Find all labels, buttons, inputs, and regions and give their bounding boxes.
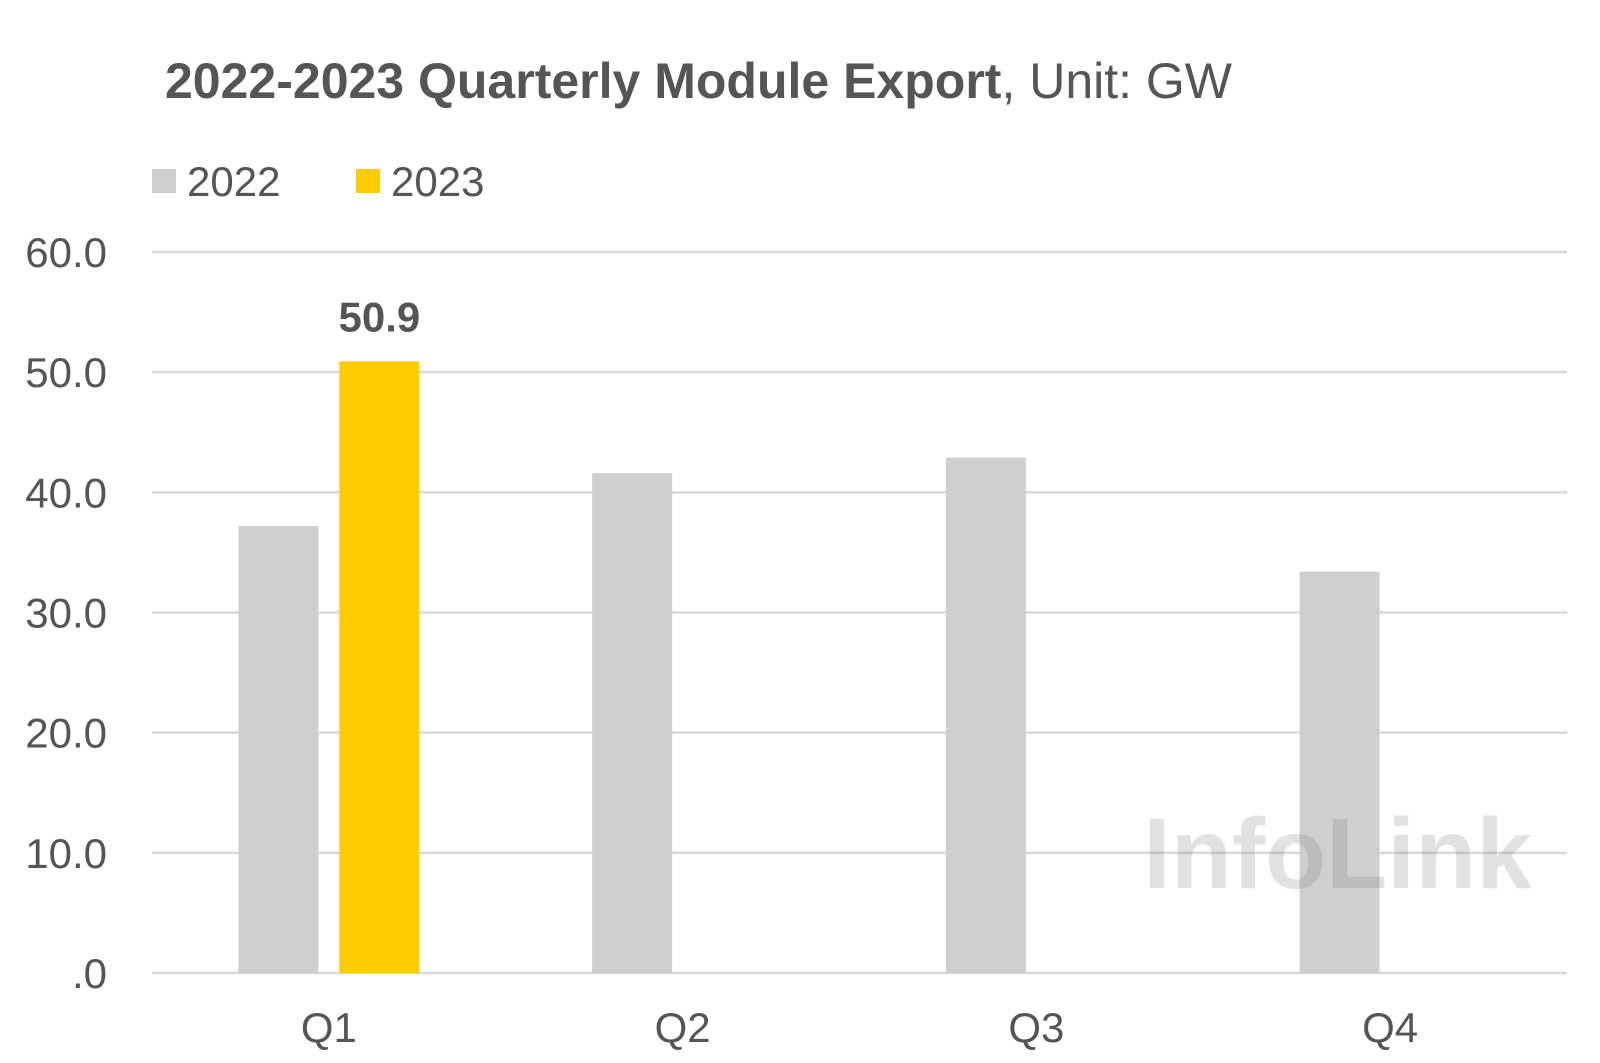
y-tick-label: 60.0 [25, 229, 107, 276]
y-tick-label: 40.0 [25, 469, 107, 516]
infolink-watermark: InfoLink [1143, 798, 1532, 910]
x-axis: Q1 Q2 Q3 Q4 [301, 1004, 1418, 1051]
data-labels: 50.9 [339, 293, 421, 340]
legend-label-2023: 2023 [391, 158, 484, 205]
bar-2023-q1 [339, 361, 420, 973]
legend: 2022 2023 [152, 158, 484, 205]
y-tick-label: .0 [72, 950, 107, 997]
chart-title: 2022-2023 Quarterly Module Export, Unit:… [165, 53, 1233, 109]
y-tick-label: 30.0 [25, 590, 107, 637]
legend-label-2022: 2022 [187, 158, 280, 205]
bars [238, 361, 1380, 973]
y-tick-label: 50.0 [25, 349, 107, 396]
legend-swatch-2023 [356, 169, 380, 193]
x-tick-label: Q1 [301, 1004, 357, 1051]
y-axis: .0 10.0 20.0 30.0 40.0 50.0 60.0 [25, 229, 107, 997]
bar-2022-q4 [1299, 571, 1380, 973]
x-tick-label: Q3 [1008, 1004, 1064, 1051]
legend-swatch-2022 [152, 169, 176, 193]
data-label: 50.9 [339, 293, 421, 340]
y-tick-label: 20.0 [25, 710, 107, 757]
bar-2022-q3 [945, 457, 1026, 973]
y-tick-label: 10.0 [25, 830, 107, 877]
x-tick-label: Q4 [1362, 1004, 1418, 1051]
bar-2022-q2 [592, 473, 673, 973]
chart-title-main: 2022-2023 Quarterly Module Export [165, 53, 1002, 109]
bar-2022-q1 [238, 525, 319, 973]
chart-title-unit: , Unit: GW [1001, 53, 1232, 109]
x-tick-label: Q2 [655, 1004, 711, 1051]
